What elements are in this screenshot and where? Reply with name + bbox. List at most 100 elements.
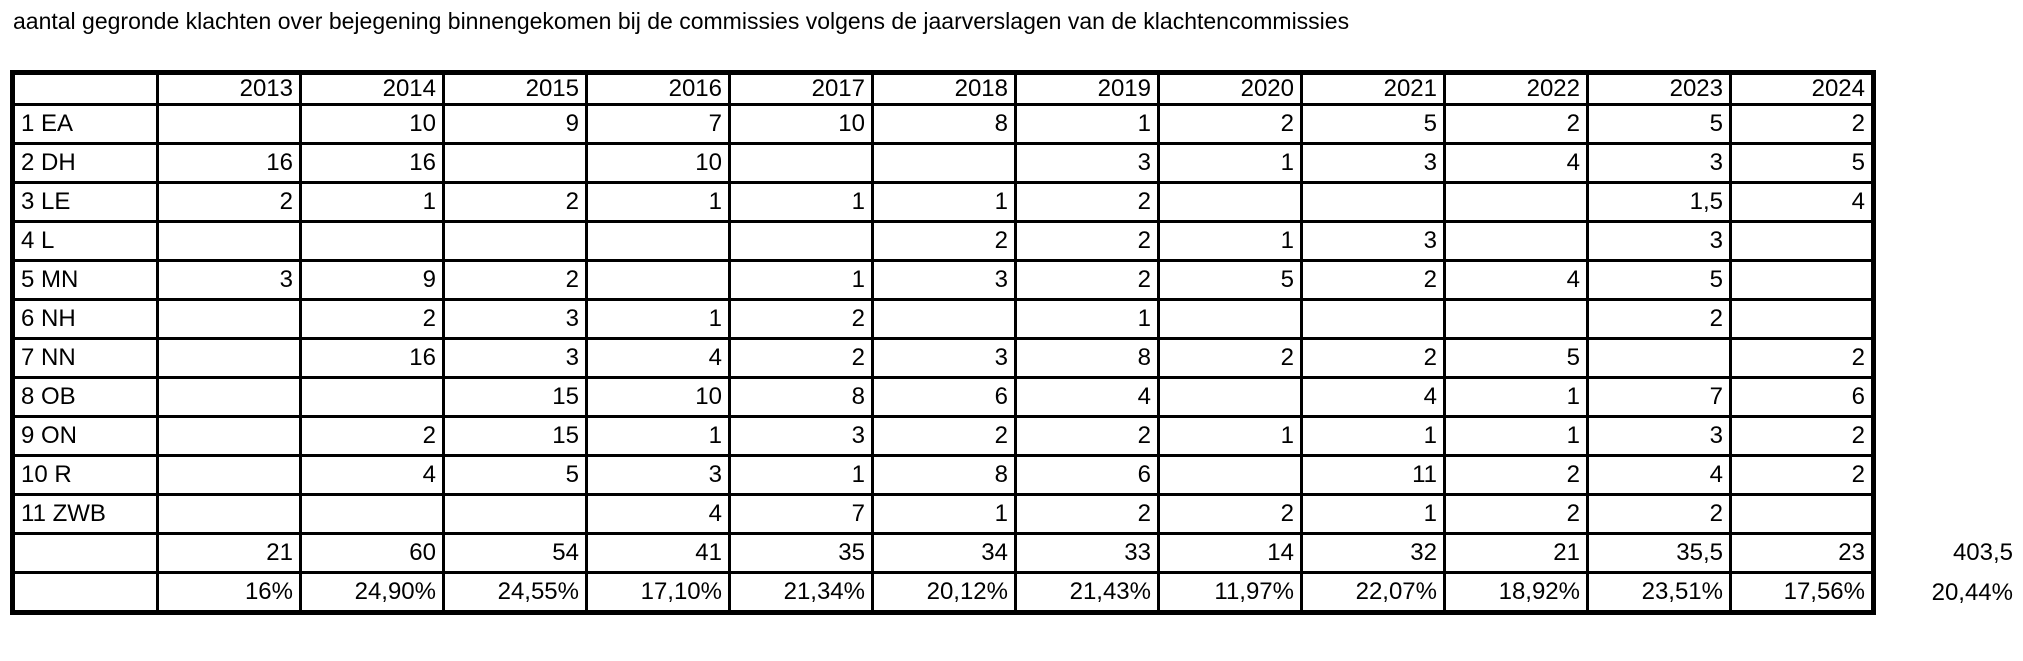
value-cell: 9 [442,103,588,145]
value-cell: 2 [442,181,588,223]
value-cell: 2 [1014,493,1160,535]
value-cell: 32 [1300,532,1446,574]
value-cell: 1 [728,454,874,496]
row-label: 3 LE [11,181,159,223]
value-cell [728,142,874,184]
value-cell: 16 [299,337,445,379]
row-label [11,571,159,614]
value-cell: 2 [1443,103,1589,145]
value-cell: 1 [1443,376,1589,418]
value-cell: 2 [1014,181,1160,223]
value-cell [156,376,302,418]
year-header: 2016 [585,71,731,106]
value-cell: 1 [1014,298,1160,340]
year-header: 2018 [871,71,1017,106]
value-cell [1729,493,1875,535]
value-cell: 4 [1443,259,1589,301]
value-cell [728,220,874,262]
value-cell [156,454,302,496]
value-cell [1729,220,1875,262]
value-cell: 3 [156,259,302,301]
value-cell: 3 [871,259,1017,301]
value-cell: 21 [156,532,302,574]
complaints-table: 2013 2014 2015 2016 2017 2018 2019 2020 2021 2022… [10,70,1876,615]
table-row: 10 R 4 5 3 1 8 6 11 2 4 2 [11,454,1875,496]
value-cell [585,220,731,262]
value-cell: 4 [1443,142,1589,184]
value-cell: 4 [585,493,731,535]
value-cell: 3 [1300,220,1446,262]
value-cell: 11,97% [1157,571,1303,614]
value-cell: 41 [585,532,731,574]
value-cell [1300,298,1446,340]
value-cell [1300,181,1446,223]
row-label: 2 DH [11,142,159,184]
value-cell: 3 [442,298,588,340]
value-cell: 2 [299,415,445,457]
value-cell: 2 [1014,220,1160,262]
value-cell: 23 [1729,532,1875,574]
value-cell: 2 [1300,259,1446,301]
value-cell: 2 [1443,454,1589,496]
value-cell [156,493,302,535]
grand-total: 403,5 [1952,539,2013,566]
value-cell: 2 [1729,454,1875,496]
table-row: 6 NH 2 3 1 2 1 2 [11,298,1875,340]
value-cell: 8 [1014,337,1160,379]
row-label: 7 NN [11,337,159,379]
year-header: 2024 [1729,71,1875,106]
year-header: 2014 [299,71,445,106]
value-cell: 4 [1729,181,1875,223]
header-row: 2013 2014 2015 2016 2017 2018 2019 2020 2021 2022… [11,71,1875,106]
value-cell: 2 [299,298,445,340]
value-cell: 2 [1443,493,1589,535]
corner-cell [11,71,159,106]
value-cell: 10 [728,103,874,145]
value-cell: 7 [728,493,874,535]
table-row: 8 OB 15 10 8 6 4 4 1 7 6 [11,376,1875,418]
value-cell: 3 [1586,142,1732,184]
table-row: 11 ZWB 4 7 1 2 2 1 2 2 [11,493,1875,535]
value-cell: 8 [871,454,1017,496]
value-cell: 2 [1729,103,1875,145]
totals-row: 21 60 54 41 35 34 33 14 32 21 35,5 23 [11,532,1875,574]
value-cell: 4 [585,337,731,379]
value-cell: 3 [871,337,1017,379]
value-cell: 6 [871,376,1017,418]
value-cell: 35,5 [1586,532,1732,574]
value-cell: 33 [1014,532,1160,574]
value-cell: 2 [871,220,1017,262]
value-cell [299,493,445,535]
value-cell: 4 [1586,454,1732,496]
value-cell [585,259,731,301]
year-header: 2019 [1014,71,1160,106]
value-cell: 4 [1300,376,1446,418]
value-cell: 3 [1014,142,1160,184]
value-cell [1443,181,1589,223]
overall-percentage: 20,44% [1931,578,2013,606]
value-cell [1443,220,1589,262]
value-cell: 21 [1443,532,1589,574]
value-cell [156,298,302,340]
year-header: 2020 [1157,71,1303,106]
year-header: 2017 [728,71,874,106]
table-row: 5 MN 3 9 2 1 3 2 5 2 4 5 [11,259,1875,301]
value-cell: 1 [728,181,874,223]
value-cell: 3 [442,337,588,379]
value-cell: 15 [442,415,588,457]
value-cell: 1 [585,181,731,223]
value-cell: 2 [442,259,588,301]
value-cell: 35 [728,532,874,574]
value-cell: 11 [1300,454,1446,496]
value-cell: 16 [156,142,302,184]
year-header: 2022 [1443,71,1589,106]
value-cell: 1 [1157,415,1303,457]
value-cell: 1 [1300,493,1446,535]
value-cell: 2 [1586,493,1732,535]
value-cell: 2 [1157,337,1303,379]
value-cell [156,220,302,262]
value-cell: 16 [299,142,445,184]
value-cell: 2 [1300,337,1446,379]
value-cell [1157,181,1303,223]
